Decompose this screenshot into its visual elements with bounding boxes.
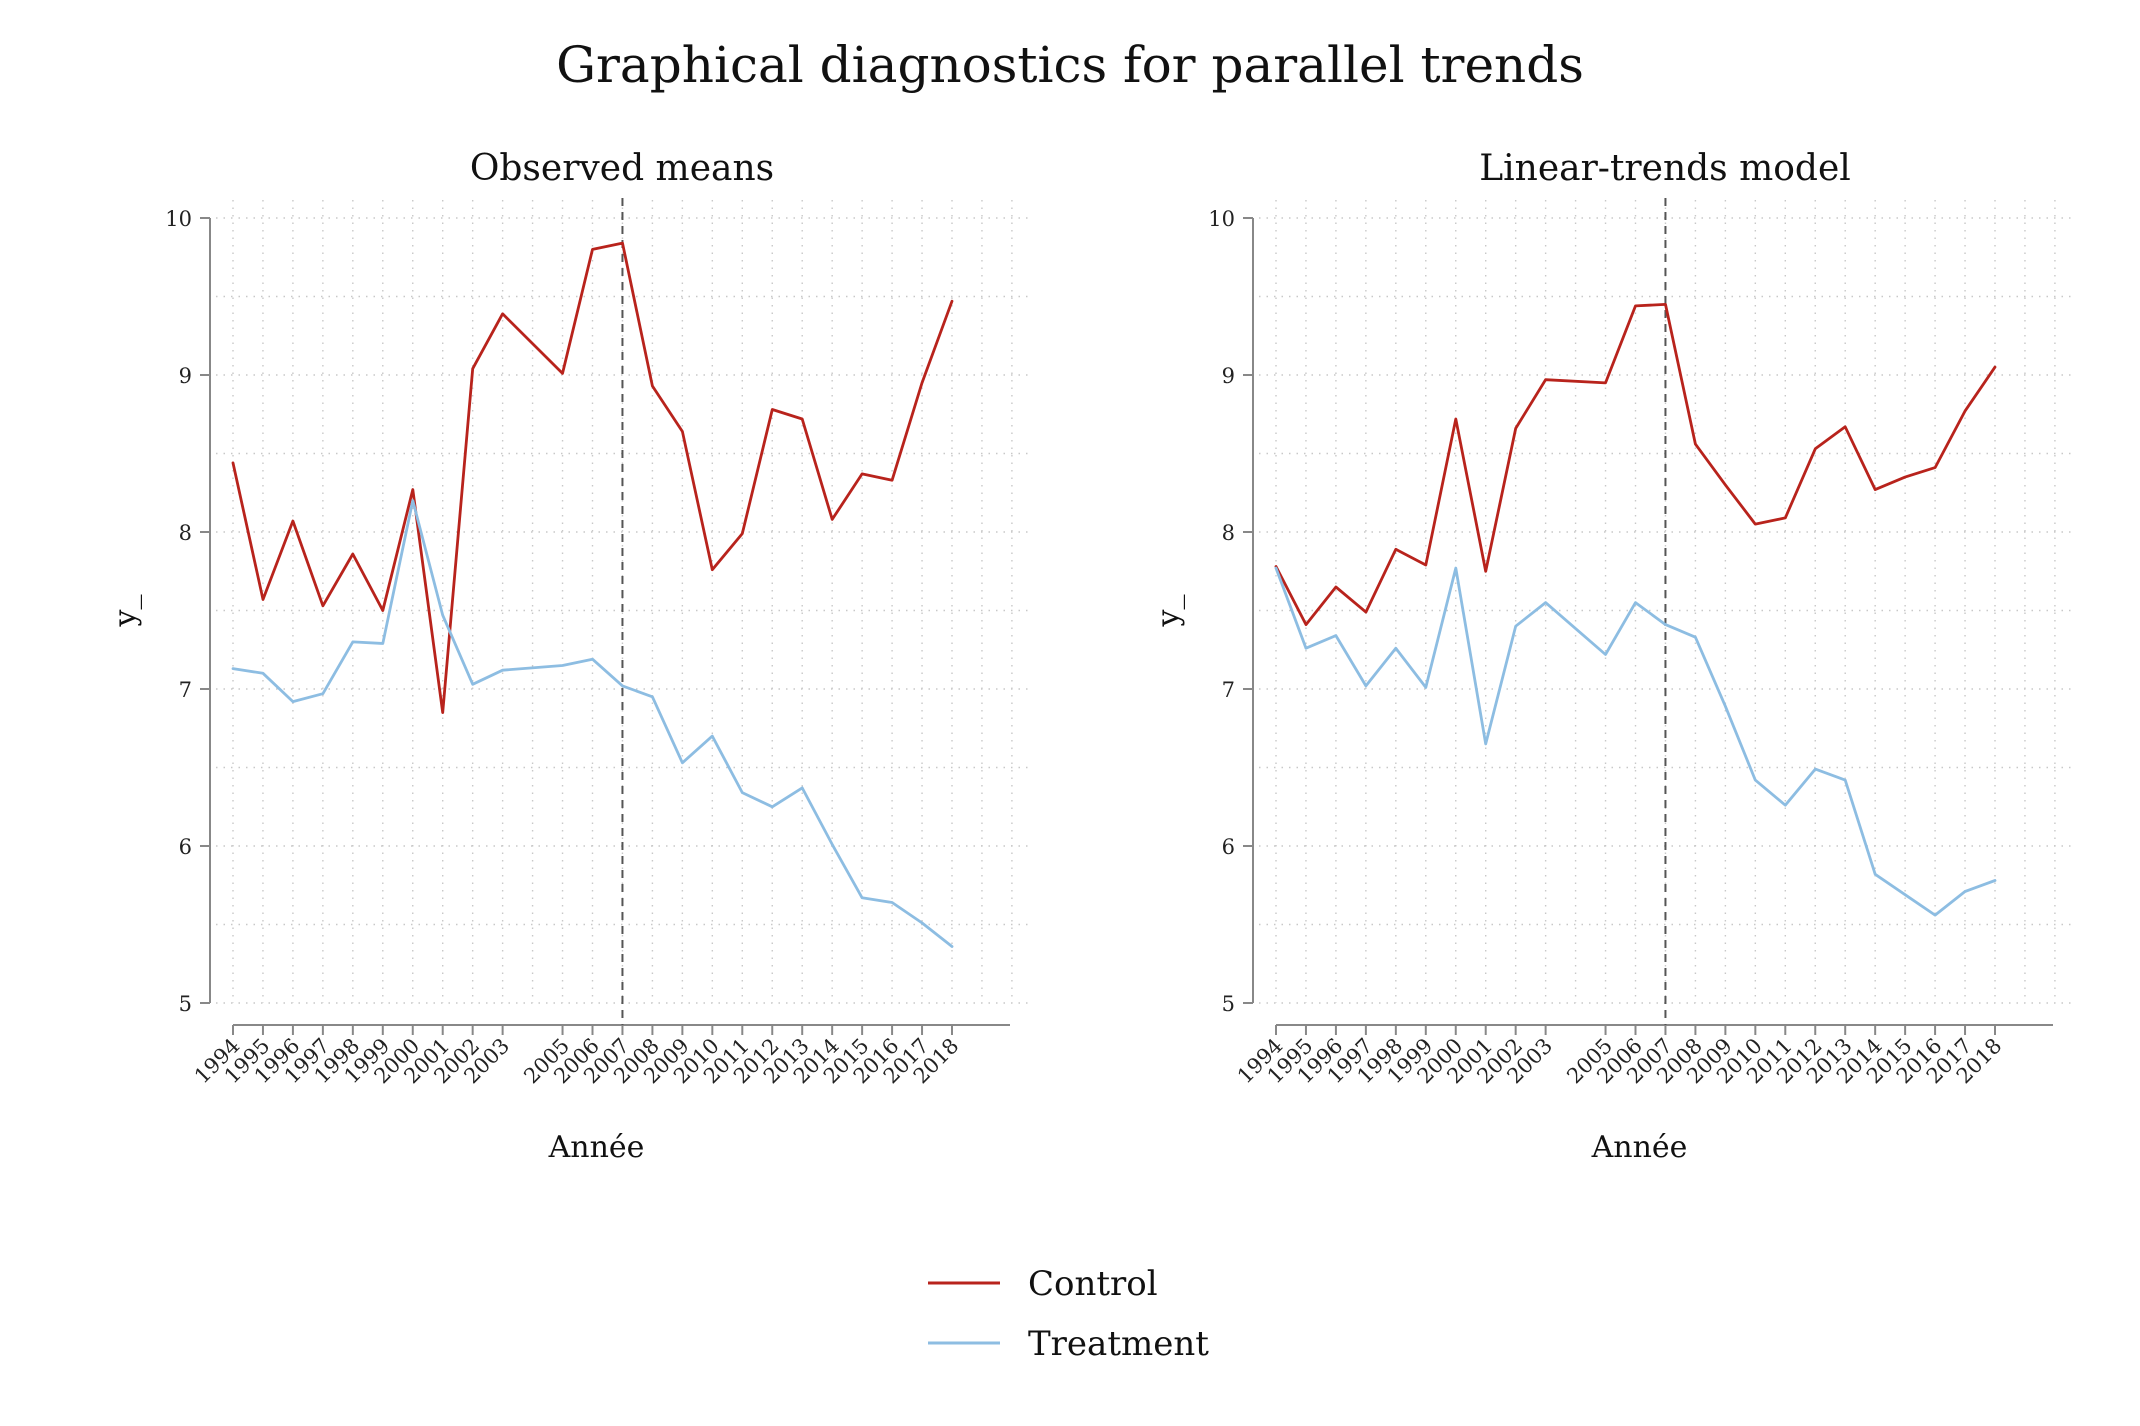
y-tick-label: 5	[179, 992, 192, 1016]
grid	[1259, 200, 2073, 1004]
legend-label-treatment: Treatment	[1028, 1324, 1209, 1364]
y-tick-label: 9	[179, 364, 192, 388]
y-axis-label: y_	[1151, 595, 1186, 628]
y-tick-label: 10	[165, 207, 192, 231]
legend: Control Treatment	[928, 1264, 1209, 1364]
grid	[216, 200, 1030, 1004]
series-line-treatment	[1274, 566, 1997, 917]
series-line-control	[1274, 302, 1997, 626]
y-tick-label: 7	[1222, 678, 1235, 702]
panel-observed-means: Observed means5678910y_19941995199619971…	[108, 148, 1030, 1165]
panel-title: Observed means	[470, 148, 774, 189]
series-line-treatment	[231, 499, 954, 948]
legend-label-control: Control	[1028, 1264, 1158, 1304]
y-tick-label: 8	[1222, 521, 1235, 545]
panel-linear-trends-model: Linear-trends model5678910y_199419951996…	[1151, 148, 2073, 1165]
y-tick-label: 6	[1222, 835, 1235, 859]
y-tick-label: 9	[1222, 364, 1235, 388]
x-axis-label: Année	[1591, 1130, 1688, 1165]
series-line-control	[231, 241, 954, 714]
y-axis-label: y_	[108, 595, 143, 628]
x-axis-label: Année	[548, 1130, 645, 1165]
y-tick-label: 5	[1222, 992, 1235, 1016]
y-tick-label: 10	[1208, 207, 1235, 231]
y-tick-label: 7	[179, 678, 192, 702]
y-tick-label: 6	[179, 835, 192, 859]
panel-title: Linear-trends model	[1479, 148, 1851, 189]
y-tick-label: 8	[179, 521, 192, 545]
figure-title: Graphical diagnostics for parallel trend…	[556, 36, 1584, 94]
